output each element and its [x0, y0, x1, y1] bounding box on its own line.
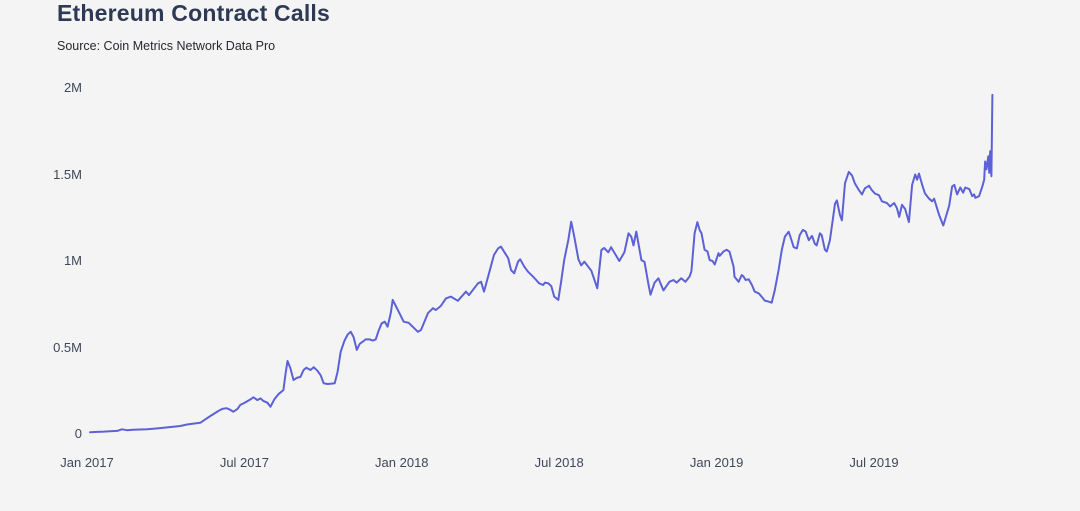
y-tick-label: 1M — [63, 253, 82, 268]
x-tick-label: Jul 2019 — [849, 455, 899, 470]
y-tick-label: 0 — [74, 426, 82, 441]
x-tick-label: Jul 2018 — [534, 455, 584, 470]
y-tick-label: 2M — [63, 80, 82, 95]
x-tick-label: Jan 2017 — [60, 455, 114, 470]
chart-title: Ethereum Contract Calls — [57, 0, 330, 26]
x-tick-label: Jan 2019 — [689, 455, 744, 470]
x-tick-label: Jul 2017 — [219, 455, 269, 470]
y-tick-label: 0.5M — [53, 339, 82, 355]
y-tick-label: 1.5M — [53, 166, 82, 182]
chart-source: Source: Coin Metrics Network Data Pro — [57, 39, 276, 53]
series-line — [89, 93, 994, 434]
x-tick-label: Jan 2018 — [375, 455, 429, 470]
